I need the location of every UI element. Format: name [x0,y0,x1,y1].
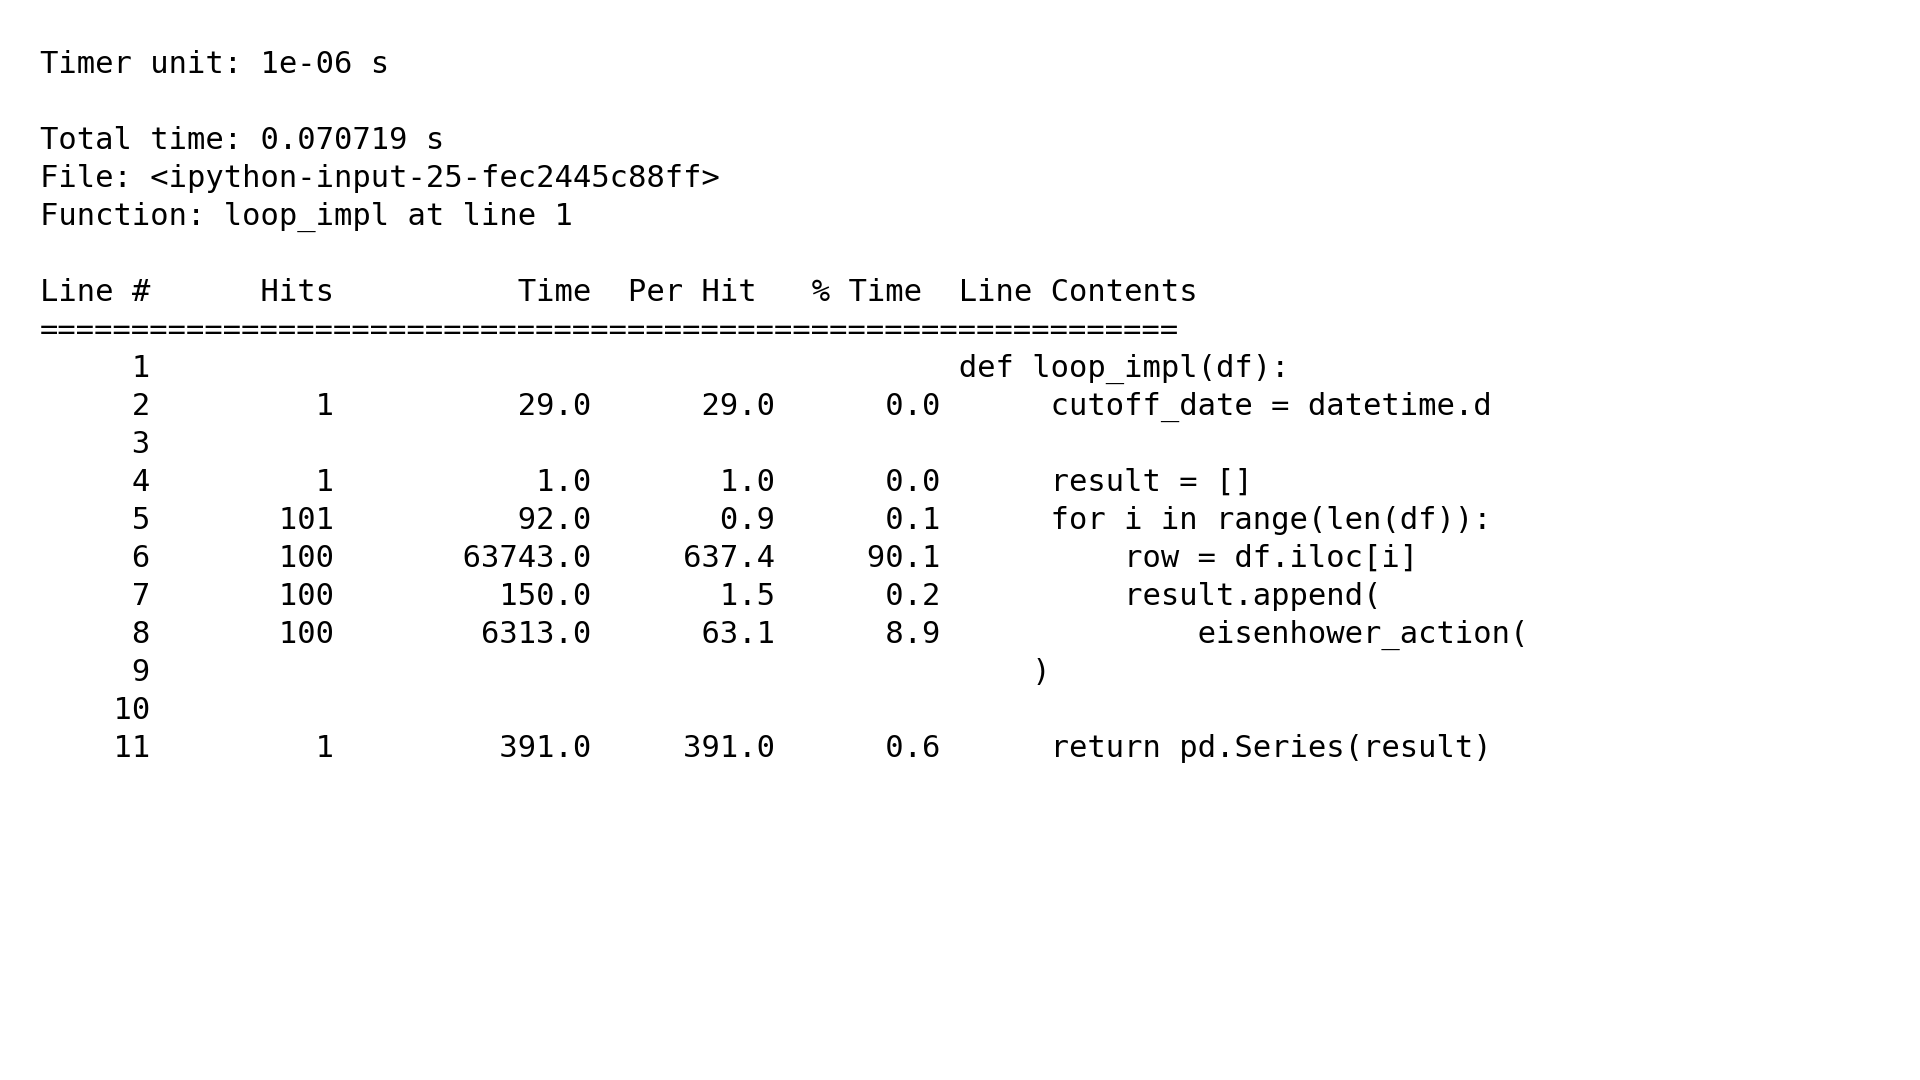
Text: 9                                                ): 9 ) [40,658,1050,687]
Text: ==============================================================: ========================================… [40,316,1179,345]
Text: 8       100        6313.0      63.1      8.9              eisenhower_action(: 8 100 6313.0 63.1 8.9 eisenhower_action( [40,620,1528,650]
Text: 4         1           1.0       1.0      0.0      result = []: 4 1 1.0 1.0 0.0 result = [] [40,468,1252,497]
Text: 7       100         150.0       1.5      0.2          result.append(: 7 100 150.0 1.5 0.2 result.append( [40,582,1380,611]
Text: Timer unit: 1e-06 s: Timer unit: 1e-06 s [40,50,390,79]
Text: 10: 10 [40,696,958,725]
Text: 2         1          29.0      29.0      0.0      cutoff_date = datetime.d: 2 1 29.0 29.0 0.0 cutoff_date = datetime… [40,392,1492,422]
Text: 1                                            def loop_impl(df):: 1 def loop_impl(df): [40,354,1290,384]
Text: Total time: 0.070719 s: Total time: 0.070719 s [40,126,444,156]
Text: 6       100       63743.0     637.4     90.1          row = df.iloc[i]: 6 100 63743.0 637.4 90.1 row = df.iloc[i… [40,544,1419,573]
Text: File: <ipython-input-25-fec2445c88ff>: File: <ipython-input-25-fec2445c88ff> [40,164,720,193]
Text: 3: 3 [40,430,958,459]
Text: Function: loop_impl at line 1: Function: loop_impl at line 1 [40,202,572,232]
Text: Line #      Hits          Time  Per Hit   % Time  Line Contents: Line # Hits Time Per Hit % Time Line Con… [40,278,1198,307]
Text: 11         1         391.0     391.0      0.6      return pd.Series(result): 11 1 391.0 391.0 0.6 return pd.Series(re… [40,734,1492,762]
Text: 5       101          92.0       0.9      0.1      for i in range(len(df)):: 5 101 92.0 0.9 0.1 for i in range(len(df… [40,507,1492,535]
